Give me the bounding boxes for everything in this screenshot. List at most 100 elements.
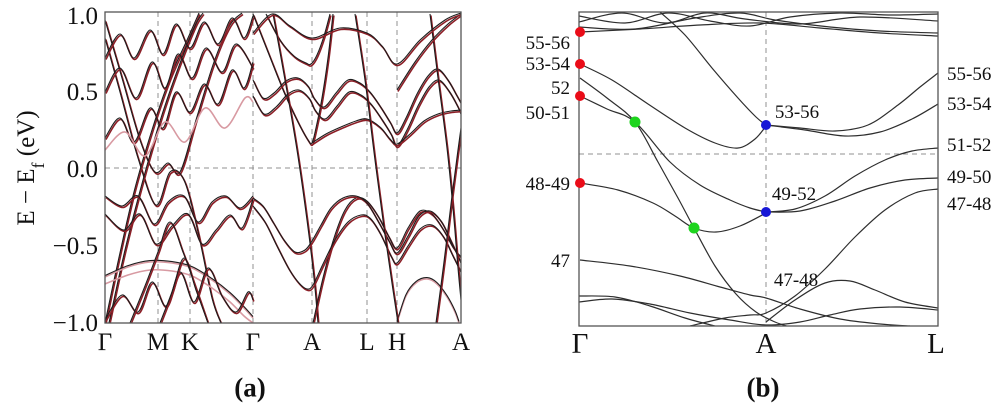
y-axis-label: E − Ef (eV)	[13, 110, 48, 225]
band-path-red	[355, 15, 400, 323]
x-tick-label: L	[927, 328, 945, 360]
band-path-black	[252, 68, 461, 134]
x-tick-label: L	[359, 329, 374, 356]
band-path	[579, 77, 789, 326]
band-path-black	[435, 127, 461, 323]
panel-b-bands	[579, 12, 938, 326]
band-path-red	[436, 130, 461, 323]
band-path	[689, 188, 938, 326]
degeneracy-marker-red	[575, 91, 585, 101]
band-path	[579, 295, 716, 326]
band-path-black	[105, 194, 254, 225]
band-path-red	[266, 15, 332, 67]
band-path-black	[105, 198, 254, 245]
band-label-left: 52	[551, 78, 570, 99]
band-path-black	[354, 13, 399, 323]
band-path	[765, 72, 938, 132]
x-tick-label: A	[452, 329, 470, 356]
band-path-black	[105, 43, 254, 99]
band-path-black	[252, 13, 334, 145]
band-label-right: 51-52	[947, 135, 991, 156]
band-path-black	[252, 205, 461, 290]
band-path-black	[105, 12, 243, 175]
band-path-black	[252, 195, 461, 264]
panel-a-caption: (a)	[234, 372, 266, 403]
plot-frame	[578, 11, 939, 327]
degeneracy-marker-red	[575, 178, 585, 188]
band-path	[579, 63, 767, 149]
band-label-left: 53-54	[526, 54, 571, 75]
panel-b: Γ A L55-5653-545250-5148-494755-5653-5451-…	[526, 11, 992, 360]
band-path-black	[252, 79, 461, 147]
band-path	[579, 22, 938, 37]
x-tick-label: A	[756, 328, 777, 360]
band-path	[765, 103, 938, 137]
band-path-black	[311, 109, 461, 145]
band-path-red	[109, 14, 205, 323]
degeneracy-marker-red	[575, 59, 585, 69]
degeneracy-marker-red	[575, 27, 585, 37]
x-tick-label: Γ	[572, 328, 589, 360]
panel-b-caption: (b)	[746, 372, 780, 403]
band-path	[579, 95, 767, 213]
band-path	[579, 298, 938, 326]
band-path	[579, 259, 911, 326]
y-tick-label: −1.0	[53, 310, 98, 337]
degeneracy-marker-blue	[761, 207, 771, 217]
band-path	[579, 12, 938, 27]
band-label-right: 55-56	[947, 64, 991, 85]
band-path	[659, 12, 767, 126]
band-path-black	[105, 12, 200, 323]
y-tick-label: 0.5	[67, 79, 98, 106]
band-path-pink	[396, 278, 460, 323]
x-tick-label: Γ	[246, 329, 260, 356]
band-label-left: 55-56	[526, 33, 570, 54]
band-path-black	[105, 37, 222, 323]
band-label-inner: 49-52	[772, 184, 816, 205]
band-path-black	[396, 277, 460, 322]
x-tick-label: H	[388, 329, 406, 356]
x-tick-label: M	[147, 329, 169, 356]
band-path-black	[252, 12, 461, 65]
degeneracy-marker-green	[688, 222, 700, 234]
band-path	[765, 177, 938, 213]
band-label-right: 53-54	[947, 94, 992, 115]
band-path	[579, 12, 938, 25]
band-path	[765, 147, 938, 213]
band-path-black	[396, 13, 461, 91]
band-path-black	[105, 259, 254, 317]
band-path-red	[105, 63, 255, 145]
band-path-red	[397, 15, 461, 92]
band-path-black	[429, 13, 461, 301]
y-tick-label: −0.5	[53, 233, 98, 260]
band-path-black	[265, 13, 331, 66]
plot-frame	[104, 11, 462, 324]
band-path	[579, 182, 767, 233]
x-tick-label: Γ	[98, 329, 112, 356]
band-path-black	[105, 15, 254, 59]
band-label-inner: 53-56	[775, 102, 819, 123]
x-tick-label: K	[181, 329, 199, 356]
band-path	[765, 279, 938, 323]
x-tick-label: A	[303, 329, 321, 356]
band-label-left: 47	[551, 251, 570, 272]
y-tick-label: 0.0	[67, 156, 98, 183]
band-path-black	[272, 13, 319, 323]
band-label-right: 47-48	[947, 194, 991, 215]
band-path-red	[160, 258, 210, 323]
band-path-pink	[105, 268, 254, 323]
band-path-red	[430, 15, 461, 301]
band-label-inner: 47-48	[774, 270, 818, 291]
band-path-red	[253, 196, 461, 265]
band-label-left: 48-49	[526, 174, 570, 195]
degeneracy-marker-green	[629, 116, 641, 128]
panel-a-bands	[105, 12, 461, 323]
degeneracy-marker-blue	[761, 120, 771, 130]
band-path-black	[312, 196, 461, 323]
band-path-black	[108, 12, 204, 323]
band-label-left: 50-51	[526, 103, 570, 124]
band-path-red	[253, 80, 461, 149]
band-path-pink	[105, 260, 254, 319]
